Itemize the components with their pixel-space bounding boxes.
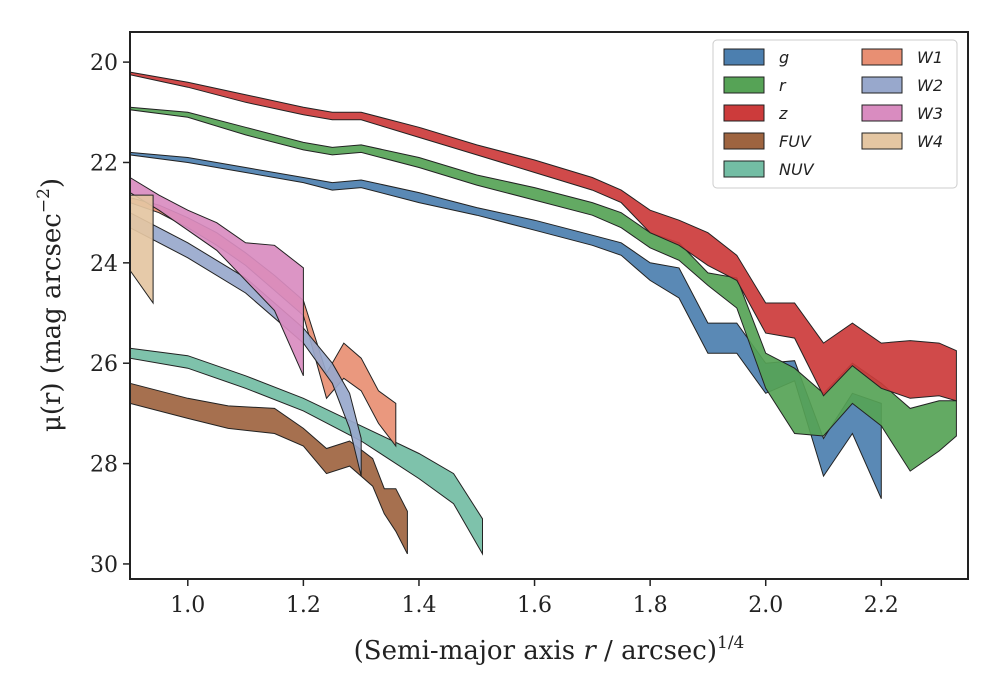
legend-swatch xyxy=(861,76,903,94)
y-tick-label: 28 xyxy=(90,453,118,478)
x-axis-ticks: 1.0 1.2 1.4 1.6 1.8 2.0 2.2 xyxy=(170,579,899,618)
legend-item-r: r xyxy=(723,76,787,95)
legend-label: g xyxy=(779,48,789,67)
band-g xyxy=(129,151,882,499)
legend-item-z: z xyxy=(723,104,788,123)
legend-swatch xyxy=(861,104,903,122)
legend-item-fuv: FUV xyxy=(723,132,812,151)
band-w4 xyxy=(129,194,154,305)
band-nuv xyxy=(129,347,483,556)
legend-label: W3 xyxy=(917,104,943,123)
legend-swatch xyxy=(723,132,765,150)
legend-label: W1 xyxy=(917,48,943,67)
y-axis-title-sup: −2 xyxy=(34,188,54,213)
profile-bands xyxy=(129,71,957,556)
legend-swatch xyxy=(723,48,765,66)
legend-swatch xyxy=(723,104,765,122)
x-tick-label: 2.0 xyxy=(748,593,783,618)
legend-item-w1: W1 xyxy=(861,48,943,67)
x-axis-title-sup: 1/4 xyxy=(717,633,744,653)
legend: grz FUV NUV W1 W2 W3 W4 xyxy=(712,39,958,189)
legend-swatch xyxy=(723,76,765,94)
legend-swatch xyxy=(861,132,903,150)
y-tick-label: 26 xyxy=(90,352,118,377)
x-tick-label: 1.6 xyxy=(517,593,552,618)
band-w3 xyxy=(129,176,304,377)
x-tick-label: 1.2 xyxy=(286,593,321,618)
y-axis-title-main: μ(r) (mag arcsec xyxy=(37,213,67,432)
y-tick-label: 22 xyxy=(90,151,118,176)
band-z xyxy=(129,71,957,402)
legend-label: z xyxy=(778,104,788,123)
x-axis-title-post: / arcsec) xyxy=(596,636,717,666)
band-r xyxy=(129,106,957,472)
x-tick-label: 1.0 xyxy=(170,593,205,618)
legend-item-w3: W3 xyxy=(861,104,943,123)
legend-label: W2 xyxy=(917,76,943,95)
x-tick-label: 1.4 xyxy=(401,593,436,618)
legend-swatch xyxy=(861,48,903,66)
legend-item-g: g xyxy=(723,48,789,67)
y-tick-label: 24 xyxy=(90,252,118,277)
legend-swatch xyxy=(723,160,765,178)
y-tick-label: 20 xyxy=(90,51,118,76)
y-axis-ticks: 20 22 24 26 28 30 xyxy=(90,51,130,578)
x-axis-title: (Semi-major axis r / arcsec)1/4 xyxy=(354,633,745,666)
band-fuv xyxy=(129,382,408,555)
legend-label: r xyxy=(779,76,787,95)
x-tick-label: 1.8 xyxy=(633,593,668,618)
y-axis-title: μ(r) (mag arcsec−2) xyxy=(34,178,67,432)
legend-item-w2: W2 xyxy=(861,76,943,95)
x-axis-title-var: r xyxy=(583,636,597,666)
plot-frame xyxy=(129,31,969,580)
y-axis-title-close: ) xyxy=(37,178,67,188)
legend-item-w4: W4 xyxy=(861,132,943,151)
x-tick-label: 2.2 xyxy=(864,593,899,618)
legend-item-nuv: NUV xyxy=(723,160,815,179)
y-tick-label: 30 xyxy=(90,553,118,578)
legend-label: FUV xyxy=(779,132,812,151)
x-axis-title-pre: (Semi-major axis xyxy=(354,636,584,666)
legend-label: W4 xyxy=(917,132,943,151)
legend-label: NUV xyxy=(779,160,815,179)
